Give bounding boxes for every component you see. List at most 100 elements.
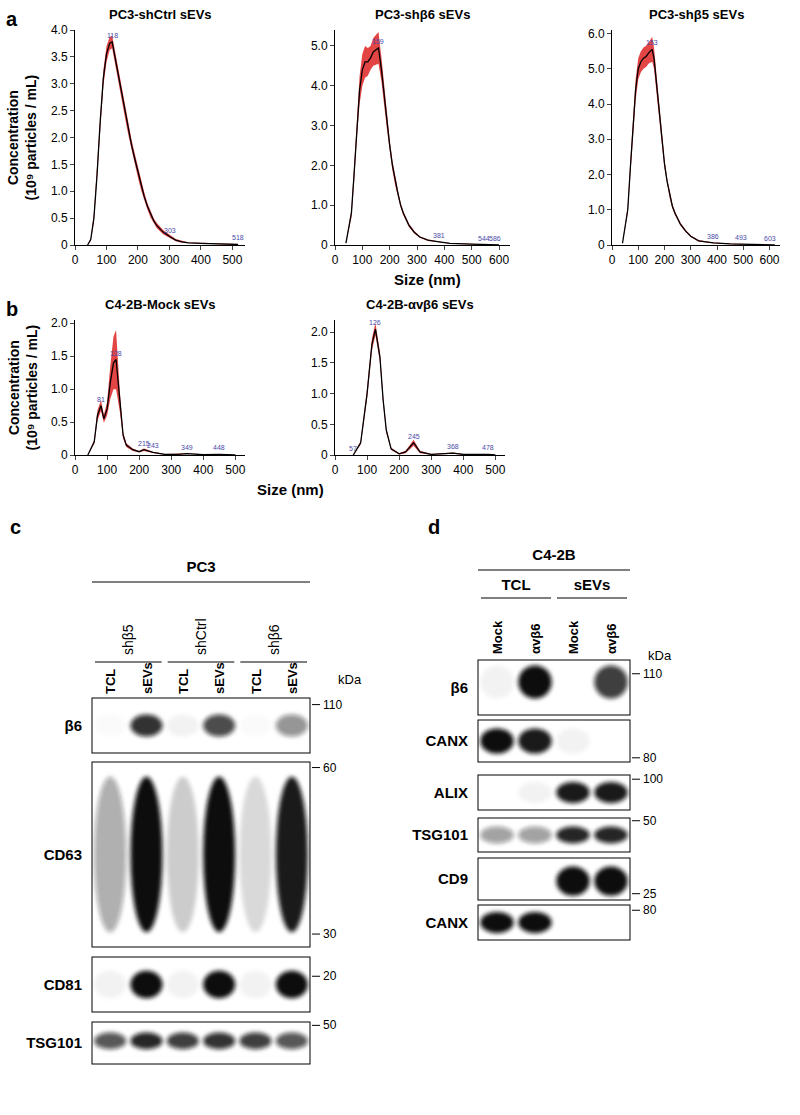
svg-text:1.0: 1.0 [311, 198, 328, 212]
svg-text:518: 518 [232, 234, 244, 241]
svg-text:5.0: 5.0 [311, 39, 328, 53]
svg-text:2.0: 2.0 [311, 159, 328, 173]
svg-text:128: 128 [110, 350, 122, 357]
svg-text:5.0: 5.0 [588, 62, 605, 76]
svg-text:200: 200 [389, 463, 409, 477]
svg-text:Size (nm): Size (nm) [394, 271, 461, 288]
svg-text:2.0: 2.0 [588, 168, 605, 182]
svg-text:493: 493 [735, 234, 747, 241]
svg-text:CANX: CANX [425, 914, 468, 931]
svg-text:215: 215 [138, 440, 150, 447]
svg-text:0: 0 [61, 238, 68, 252]
svg-text:4.0: 4.0 [588, 97, 605, 111]
svg-text:kDa: kDa [648, 648, 672, 663]
svg-text:0.5: 0.5 [311, 418, 328, 432]
svg-text:153: 153 [646, 39, 658, 46]
svg-text:PC3-shβ5 sEVs: PC3-shβ5 sEVs [649, 7, 744, 22]
svg-text:2.0: 2.0 [51, 131, 68, 145]
svg-text:6.0: 6.0 [588, 27, 605, 41]
svg-text:3.0: 3.0 [311, 119, 328, 133]
svg-text:sEVs: sEVs [574, 576, 611, 593]
svg-text:αvβ6: αvβ6 [604, 624, 619, 654]
svg-text:0: 0 [321, 238, 328, 252]
svg-text:386: 386 [707, 233, 719, 240]
svg-text:200: 200 [654, 253, 674, 267]
svg-text:60: 60 [323, 761, 337, 775]
svg-text:110: 110 [323, 698, 342, 712]
svg-text:603: 603 [764, 235, 776, 242]
svg-text:0: 0 [321, 448, 328, 462]
svg-text:368: 368 [447, 443, 459, 450]
svg-text:c: c [10, 516, 21, 538]
svg-text:1.0: 1.0 [51, 382, 68, 396]
svg-text:β6: β6 [65, 717, 83, 734]
svg-text:500: 500 [462, 253, 482, 267]
svg-text:shβ6: shβ6 [266, 624, 282, 655]
svg-text:500: 500 [222, 253, 242, 267]
svg-text:Concentration(10⁹ particles /: Concentration(10⁹ particles / mL) [6, 325, 40, 451]
svg-text:CD81: CD81 [44, 976, 82, 993]
svg-text:300: 300 [681, 253, 701, 267]
svg-text:0: 0 [598, 238, 605, 252]
svg-text:448: 448 [213, 444, 225, 451]
svg-text:0: 0 [332, 253, 339, 267]
svg-text:1.0: 1.0 [588, 203, 605, 217]
svg-text:ALIX: ALIX [434, 784, 468, 801]
svg-text:100: 100 [352, 253, 372, 267]
svg-text:0: 0 [61, 448, 68, 462]
svg-text:100: 100 [96, 253, 116, 267]
svg-text:1.5: 1.5 [311, 356, 328, 370]
svg-text:600: 600 [489, 253, 509, 267]
svg-text:300: 300 [407, 253, 427, 267]
svg-text:CD63: CD63 [44, 846, 82, 863]
svg-text:Concentration(10⁹ particles /: Concentration(10⁹ particles / mL) [5, 75, 39, 201]
svg-text:50: 50 [323, 1018, 337, 1032]
svg-text:C4-2B-αvβ6 sEVs: C4-2B-αvβ6 sEVs [366, 297, 474, 312]
svg-text:110: 110 [643, 667, 662, 681]
svg-text:1.0: 1.0 [51, 184, 68, 198]
svg-text:200: 200 [380, 253, 400, 267]
svg-text:400: 400 [453, 463, 473, 477]
svg-text:2.0: 2.0 [311, 325, 328, 339]
svg-text:TCL: TCL [249, 669, 264, 694]
svg-text:400: 400 [434, 253, 454, 267]
svg-text:Mock: Mock [566, 620, 581, 654]
svg-text:4.0: 4.0 [311, 79, 328, 93]
svg-text:CANX: CANX [425, 732, 468, 749]
svg-text:243: 243 [147, 442, 159, 449]
svg-text:PC3-shβ6 sEVs: PC3-shβ6 sEVs [375, 7, 470, 22]
svg-text:478: 478 [482, 444, 494, 451]
svg-text:57: 57 [349, 445, 357, 452]
svg-text:81: 81 [97, 396, 105, 403]
svg-text:303: 303 [164, 227, 176, 234]
svg-text:100: 100 [97, 463, 117, 477]
svg-text:1.0: 1.0 [311, 387, 328, 401]
svg-text:d: d [428, 516, 440, 538]
svg-text:3.0: 3.0 [51, 77, 68, 91]
svg-text:500: 500 [733, 253, 753, 267]
svg-text:0.5: 0.5 [51, 415, 68, 429]
svg-text:30: 30 [323, 927, 337, 941]
svg-text:sEVs: sEVs [140, 662, 155, 694]
svg-text:kDa: kDa [338, 672, 362, 687]
svg-text:544: 544 [478, 235, 490, 242]
svg-text:sEVs: sEVs [212, 662, 227, 694]
svg-text:1.5: 1.5 [51, 349, 68, 363]
svg-text:2.5: 2.5 [51, 104, 68, 118]
svg-text:TSG101: TSG101 [26, 1034, 82, 1051]
svg-text:300: 300 [421, 463, 441, 477]
svg-text:shCtrl: shCtrl [193, 618, 209, 655]
svg-text:4.0: 4.0 [51, 23, 68, 37]
svg-text:349: 349 [181, 444, 193, 451]
svg-text:Mock: Mock [490, 620, 505, 654]
svg-text:300: 300 [161, 463, 181, 477]
svg-text:sEVs: sEVs [285, 662, 300, 694]
svg-text:TCL: TCL [176, 669, 191, 694]
svg-text:100: 100 [643, 772, 663, 786]
svg-text:β6: β6 [451, 679, 469, 696]
svg-text:0: 0 [72, 463, 79, 477]
svg-text:2.0: 2.0 [51, 316, 68, 330]
svg-text:381: 381 [433, 232, 445, 239]
svg-text:500: 500 [485, 463, 505, 477]
svg-text:b: b [6, 298, 18, 320]
